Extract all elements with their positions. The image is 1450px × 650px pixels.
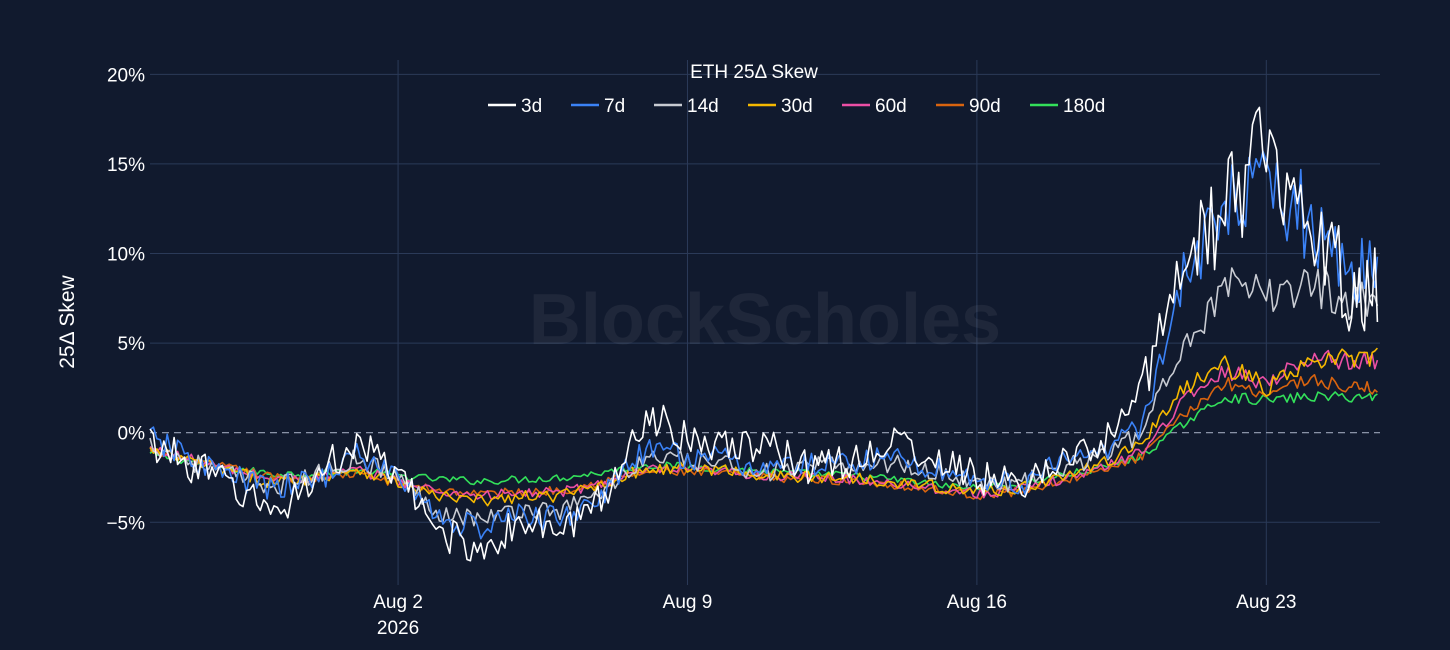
series-line-7d — [149, 150, 1379, 540]
legend-label: 180d — [1063, 96, 1105, 117]
y-tick-label: 5% — [118, 334, 146, 355]
legend-item-3d[interactable]: 3d — [488, 96, 542, 117]
legend-item-180d[interactable]: 180d — [1030, 96, 1105, 117]
series-line-30d — [149, 347, 1378, 507]
series-line-14d — [149, 266, 1379, 527]
y-tick-label: 15% — [107, 155, 145, 176]
legend-item-7d[interactable]: 7d — [571, 96, 625, 117]
watermark: BlockScholes — [529, 280, 1001, 360]
legend-item-14d[interactable]: 14d — [654, 96, 719, 117]
series-lines — [149, 106, 1379, 562]
y-tick-label: −5% — [106, 513, 145, 534]
legend-label: 30d — [781, 96, 813, 117]
legend-label: 60d — [875, 96, 907, 117]
chart-title: ETH 25Δ Skew — [690, 62, 818, 83]
y-tick-label: 20% — [107, 65, 145, 86]
legend-item-30d[interactable]: 30d — [748, 96, 813, 117]
series-line-3d — [149, 106, 1379, 562]
y-axis-ticks: 20% 15% 10% 5% 0% −5% — [106, 65, 145, 534]
x-tick-label: Aug 2 — [373, 592, 423, 613]
x-tick-year-label: 2026 — [377, 618, 419, 639]
legend-label: 90d — [969, 96, 1001, 117]
x-axis-ticks: Aug 2 2026 Aug 9 Aug 16 Aug 23 — [373, 592, 1296, 639]
x-tick-label: Aug 23 — [1236, 592, 1296, 613]
legend-label: 7d — [604, 96, 625, 117]
legend-item-60d[interactable]: 60d — [842, 96, 907, 117]
x-tick-label: Aug 16 — [947, 592, 1007, 613]
legend-item-90d[interactable]: 90d — [936, 96, 1001, 117]
legend-label: 3d — [521, 96, 542, 117]
legend-label: 14d — [687, 96, 719, 117]
x-tick-label: Aug 9 — [663, 592, 713, 613]
gridlines — [150, 60, 1380, 585]
legend: 3d 7d 14d 30d 60d 90d 180d — [488, 96, 1105, 117]
y-axis-label: 25Δ Skew — [56, 274, 79, 368]
y-tick-label: 10% — [107, 245, 145, 266]
y-tick-label: 0% — [118, 424, 146, 445]
